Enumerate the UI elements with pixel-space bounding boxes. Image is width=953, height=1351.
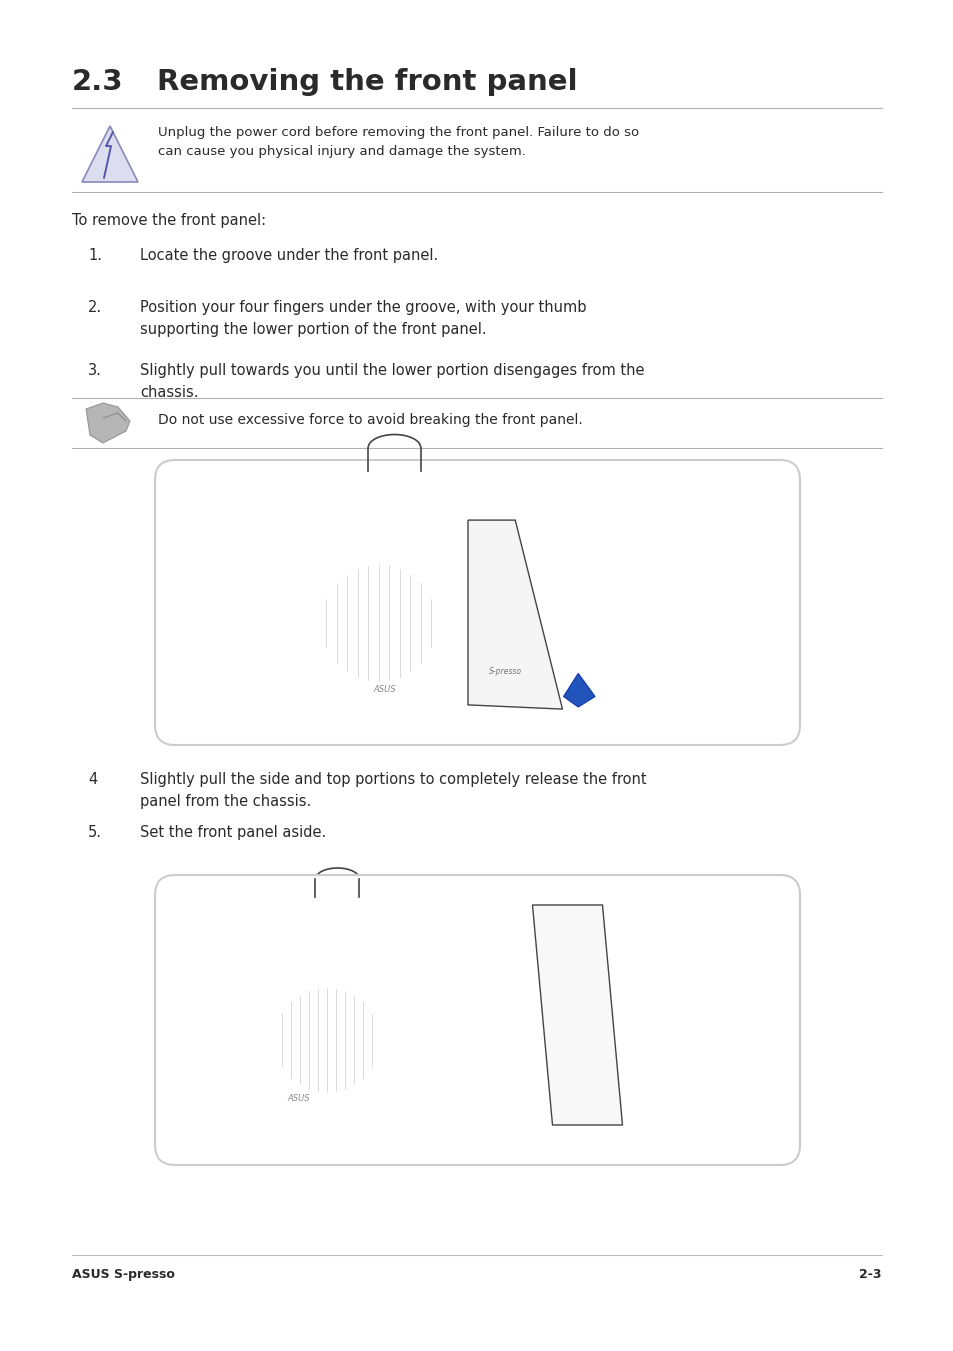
Text: To remove the front panel:: To remove the front panel: — [71, 213, 266, 228]
Text: 5.: 5. — [88, 825, 102, 840]
FancyBboxPatch shape — [154, 875, 800, 1165]
Text: Locate the groove under the front panel.: Locate the groove under the front panel. — [140, 249, 437, 263]
Text: ASUS: ASUS — [287, 1094, 310, 1102]
Polygon shape — [82, 126, 138, 182]
Polygon shape — [86, 403, 130, 443]
Polygon shape — [532, 905, 622, 1125]
Bar — [411, 1023, 461, 1042]
Text: Position your four fingers under the groove, with your thumb
supporting the lowe: Position your four fingers under the gro… — [140, 300, 586, 336]
Text: S-presso: S-presso — [489, 666, 521, 676]
Polygon shape — [563, 673, 595, 707]
Bar — [411, 959, 461, 977]
Text: Slightly pull towards you until the lower portion disengages from the
chassis.: Slightly pull towards you until the lowe… — [140, 363, 644, 400]
Text: 2-3: 2-3 — [859, 1269, 882, 1281]
Bar — [411, 992, 461, 1009]
Polygon shape — [320, 470, 520, 517]
Polygon shape — [267, 940, 407, 1115]
Text: 1.: 1. — [88, 249, 102, 263]
Text: 4: 4 — [88, 771, 97, 788]
Polygon shape — [267, 897, 449, 940]
Polygon shape — [468, 520, 562, 709]
Polygon shape — [320, 517, 468, 707]
Text: Do not use excessive force to avoid breaking the front panel.: Do not use excessive force to avoid brea… — [158, 413, 582, 427]
Text: Unplug the power cord before removing the front panel. Failure to do so
can caus: Unplug the power cord before removing th… — [158, 126, 639, 158]
Circle shape — [320, 565, 436, 681]
Polygon shape — [407, 897, 449, 1115]
Bar — [411, 1055, 461, 1073]
Text: 3.: 3. — [88, 363, 102, 378]
Circle shape — [275, 988, 379, 1092]
Bar — [411, 1088, 461, 1105]
Text: Removing the front panel: Removing the front panel — [157, 68, 577, 96]
Text: Slightly pull the side and top portions to completely release the front
panel fr: Slightly pull the side and top portions … — [140, 771, 646, 809]
Text: ASUS: ASUS — [374, 685, 395, 694]
Text: ASUS S-presso: ASUS S-presso — [71, 1269, 174, 1281]
Text: S-presso: S-presso — [562, 1061, 595, 1070]
Polygon shape — [407, 942, 467, 1113]
Text: 2.3: 2.3 — [71, 68, 124, 96]
Text: Set the front panel aside.: Set the front panel aside. — [140, 825, 326, 840]
Text: 2.: 2. — [88, 300, 102, 315]
FancyBboxPatch shape — [154, 459, 800, 744]
